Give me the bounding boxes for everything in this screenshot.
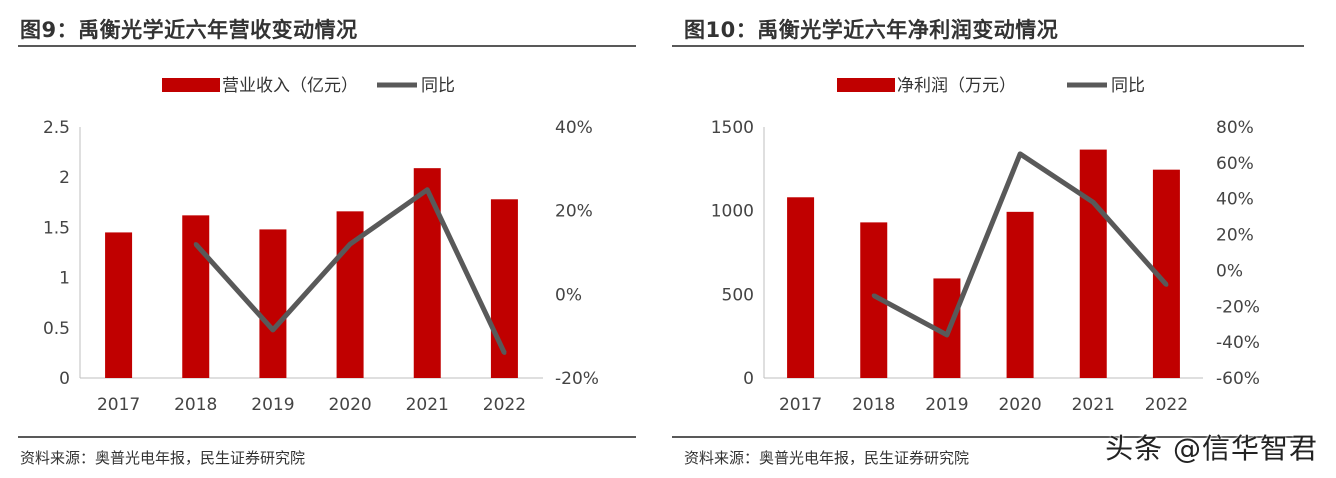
figure-10-title: 图10：禹衡光学近六年净利润变动情况 — [684, 18, 1059, 42]
yoy-point-2018 — [871, 293, 876, 298]
x-tick-label: 2021 — [1072, 395, 1115, 415]
y-left-tick-label: 1500 — [711, 118, 754, 138]
figure-9-top-rule — [18, 45, 636, 47]
y-left-tick-label: 2.5 — [43, 118, 70, 138]
bar-2017 — [105, 232, 133, 378]
yoy-point-2020 — [348, 242, 353, 247]
yoy-point-2021 — [1091, 200, 1096, 205]
x-tick-label: 2022 — [1145, 395, 1188, 415]
y-left-tick-label: 0 — [743, 369, 754, 389]
x-tick-label: 2019 — [925, 395, 968, 415]
y-right-tick-label: 60% — [1216, 154, 1254, 174]
bar-2021 — [413, 168, 441, 378]
x-tick-label: 2018 — [174, 395, 217, 415]
bar-2017 — [787, 197, 815, 378]
y-right-tick-label: -20% — [555, 369, 599, 389]
x-tick-label: 2019 — [251, 395, 294, 415]
y-left-tick-label: 0.5 — [43, 319, 70, 339]
y-right-tick-label: 80% — [1216, 118, 1254, 138]
x-tick-label: 2018 — [852, 395, 895, 415]
x-tick-label: 2021 — [406, 395, 449, 415]
legend-bar-label: 净利润（万元） — [897, 76, 1016, 96]
y-left-tick-label: 1 — [59, 269, 70, 289]
y-right-tick-label: 40% — [555, 118, 593, 138]
yoy-point-2022 — [1164, 282, 1169, 287]
yoy-point-2022 — [502, 350, 507, 355]
x-tick-label: 2020 — [998, 395, 1041, 415]
x-tick-label: 2020 — [328, 395, 371, 415]
yoy-point-2018 — [193, 242, 198, 247]
yoy-point-2019 — [944, 332, 949, 337]
y-right-tick-label: 0% — [1216, 261, 1243, 281]
bar-2020 — [1006, 211, 1034, 378]
yoy-point-2021 — [425, 187, 430, 192]
x-tick-label: 2022 — [483, 395, 526, 415]
yoy-point-2020 — [1018, 151, 1023, 156]
bar-2018 — [182, 215, 210, 378]
figure-10-top-rule — [672, 45, 1304, 47]
y-right-tick-label: 0% — [555, 285, 582, 305]
figure-9-chart: 营业收入（亿元） 同比 0 0.5 1 1.5 2 2.5 -20% 0% 20% 40% 2017 20… — [43, 76, 599, 415]
y-left-tick-label: 1000 — [711, 202, 754, 222]
legend-line-label: 同比 — [1111, 76, 1145, 96]
bar-2019 — [259, 229, 287, 378]
figure-10-chart: 净利润（万元） 同比 0 500 1000 1500 -60% -40% -20% 0% 20% 40… — [711, 76, 1260, 415]
figure-10-source: 资料来源：奥普光电年报，民生证券研究院 — [684, 449, 970, 467]
figure-9-panel: 图9：禹衡光学近六年营收变动情况 营业收入（亿元） 同比 0 0.5 1 1.5 2 2.5 -… — [0, 0, 650, 478]
y-left-tick-label: 1.5 — [43, 218, 70, 238]
x-tick-label: 2017 — [779, 395, 822, 415]
figure-10-bottom-rule — [672, 436, 1304, 438]
figure-10-panel: 图10：禹衡光学近六年净利润变动情况 净利润（万元） 同比 0 500 1000 1500… — [668, 0, 1336, 478]
y-left-tick-label: 500 — [722, 285, 754, 305]
figure-9-source: 资料来源：奥普光电年报，民生证券研究院 — [20, 449, 306, 467]
figure-9-title: 图9：禹衡光学近六年营收变动情况 — [20, 18, 358, 42]
legend-bar-swatch — [162, 78, 220, 92]
y-left-tick-label: 0 — [59, 369, 70, 389]
legend-bar-swatch — [837, 78, 895, 92]
figure-9-bottom-rule — [18, 436, 636, 438]
y-right-tick-label: -40% — [1216, 333, 1260, 353]
bar-2021 — [1079, 149, 1107, 378]
y-right-tick-label: 20% — [1216, 226, 1254, 246]
y-right-tick-label: -60% — [1216, 369, 1260, 389]
y-left-tick-label: 2 — [59, 168, 70, 188]
watermark: 头条 @信华智君 — [1105, 432, 1318, 465]
legend-bar-label: 营业收入（亿元） — [222, 76, 358, 96]
y-right-tick-label: 40% — [1216, 190, 1254, 210]
yoy-point-2019 — [270, 327, 275, 332]
legend-line-label: 同比 — [421, 76, 455, 96]
x-tick-label: 2017 — [97, 395, 140, 415]
y-right-tick-label: 20% — [555, 202, 593, 222]
y-right-tick-label: -20% — [1216, 297, 1260, 317]
